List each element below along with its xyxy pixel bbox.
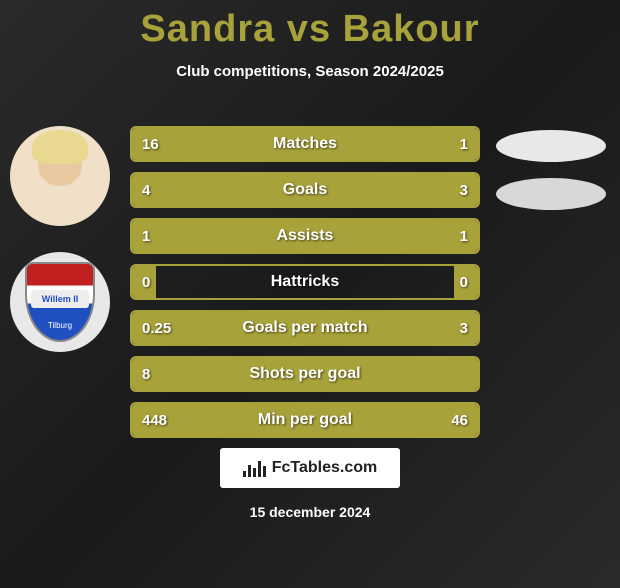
stat-row: 4Goals3 (130, 172, 480, 208)
stat-label: Shots per goal (132, 365, 478, 383)
stat-right-value: 3 (460, 320, 468, 337)
bars-icon (243, 459, 266, 477)
stat-row: 1Assists1 (130, 218, 480, 254)
stat-row: 16Matches1 (130, 126, 480, 162)
page-title: Sandra vs Bakour (0, 8, 620, 51)
page-subtitle: Club competitions, Season 2024/2025 (0, 63, 620, 80)
stat-row: 448Min per goal46 (130, 402, 480, 438)
club-badge: Willem II Tilburg (25, 262, 95, 342)
right-avatar-column (496, 130, 606, 226)
stat-row: 0.25Goals per match3 (130, 310, 480, 346)
stat-row: 8Shots per goal (130, 356, 480, 392)
stat-label: Assists (132, 227, 478, 245)
stat-label: Min per goal (132, 411, 478, 429)
stat-right-value: 1 (460, 136, 468, 153)
stat-label: Hattricks (132, 273, 478, 291)
club-ribbon-text: Willem II (31, 290, 89, 308)
stat-right-value: 0 (460, 274, 468, 291)
stat-label: Matches (132, 135, 478, 153)
footer-date: 15 december 2024 (0, 504, 620, 520)
club-badge-avatar: Willem II Tilburg (10, 252, 110, 352)
club-bottom-text: Tilburg (25, 321, 95, 330)
player1-avatar (10, 126, 110, 226)
footer-site-text: FcTables.com (272, 459, 378, 477)
stat-right-value: 1 (460, 228, 468, 245)
stat-label: Goals (132, 181, 478, 199)
stat-row: 0Hattricks0 (130, 264, 480, 300)
footer-logo: FcTables.com (220, 448, 400, 488)
stat-right-value: 46 (451, 412, 468, 429)
stats-container: 16Matches14Goals31Assists10Hattricks00.2… (130, 126, 480, 448)
left-avatar-column: Willem II Tilburg (10, 126, 110, 378)
player2-oval-1 (496, 130, 606, 162)
stat-right-value: 3 (460, 182, 468, 199)
stat-label: Goals per match (132, 319, 478, 337)
player2-oval-2 (496, 178, 606, 210)
